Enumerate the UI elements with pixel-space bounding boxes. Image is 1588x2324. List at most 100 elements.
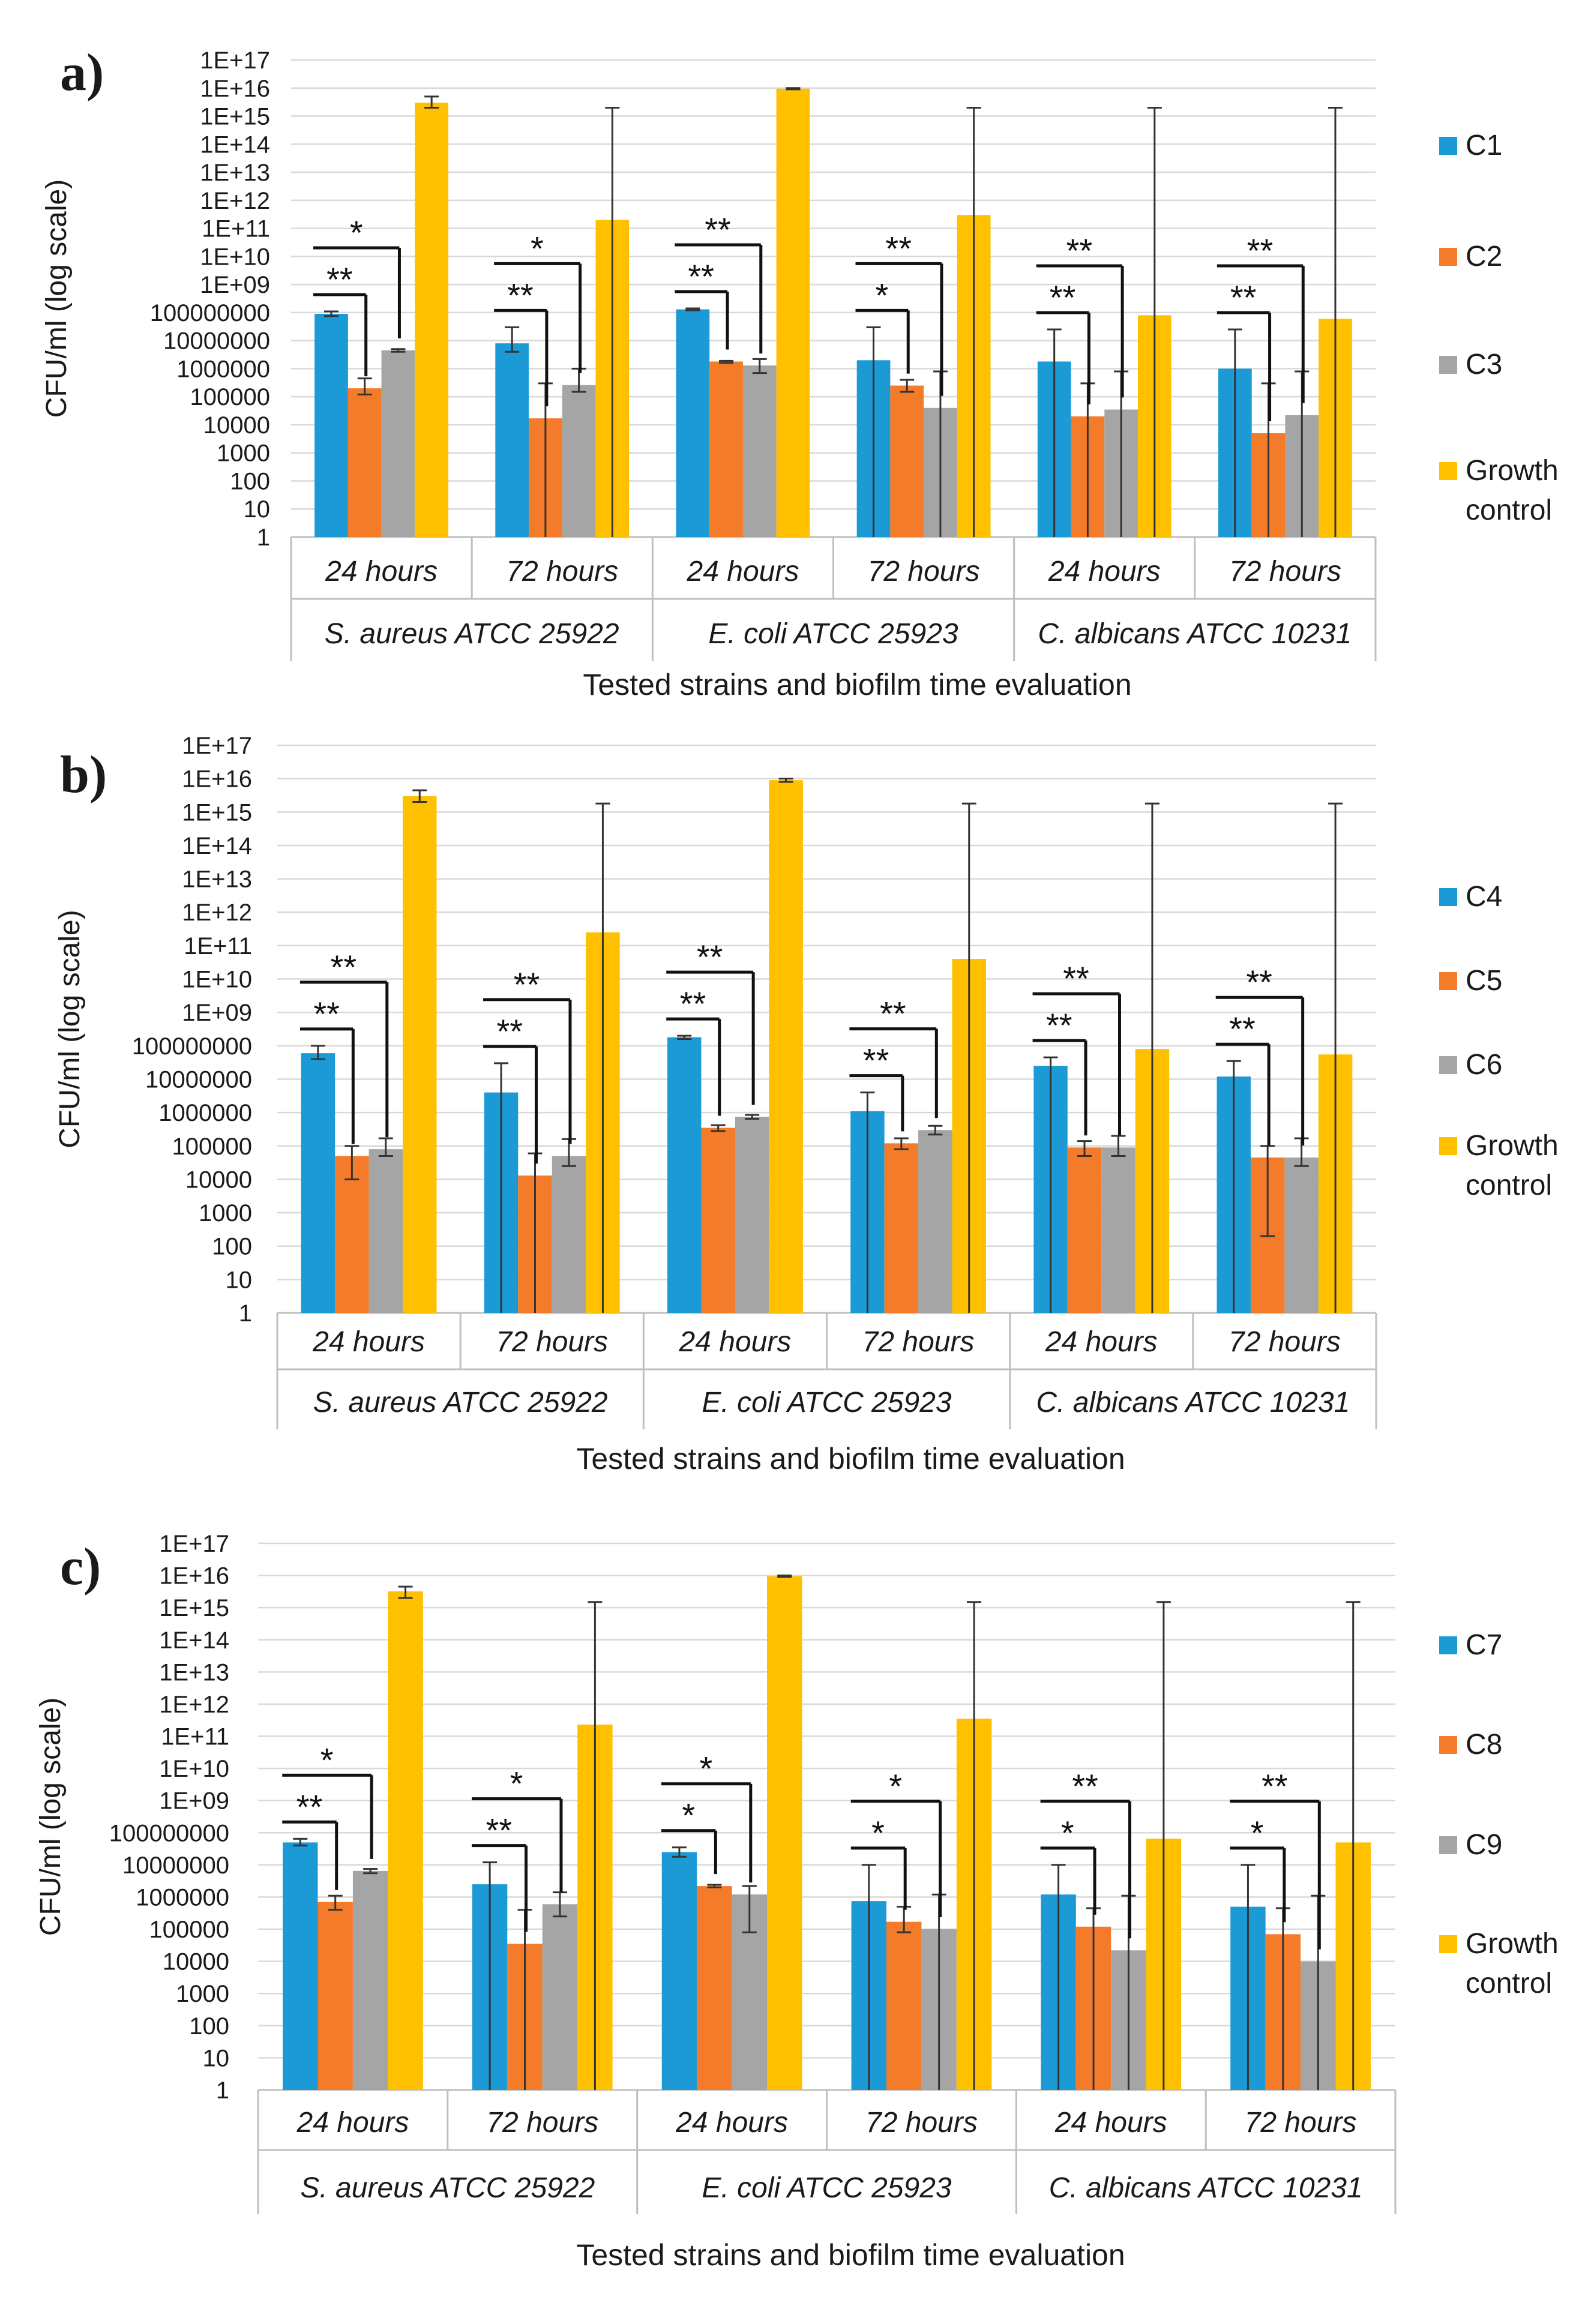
y-tick-label: 1E+10: [182, 967, 252, 993]
legend-label: C2: [1466, 241, 1502, 272]
bar-c8: [317, 1902, 353, 2090]
y-tick-label: 1E+15: [159, 1595, 229, 1621]
significance-label: **: [1246, 963, 1272, 1001]
legend-label: Growth: [1466, 1130, 1559, 1162]
legend-label: C9: [1466, 1829, 1502, 1861]
time-label: 24 hours: [679, 1326, 792, 1358]
y-tick-label: 1E+13: [159, 1659, 229, 1686]
bar-c5: [335, 1156, 369, 1313]
strain-label: E. coli ATCC 25923: [702, 1387, 951, 1419]
significance-label: **: [486, 1812, 513, 1849]
y-tick-label: 1E+09: [200, 272, 270, 298]
bar-c8: [697, 1886, 732, 2090]
strain-label: E. coli ATCC 25923: [708, 618, 958, 650]
time-label: 72 hours: [496, 1326, 608, 1358]
bar-c6: [368, 1149, 403, 1313]
y-tick-label: 1000000: [158, 1100, 252, 1126]
y-tick-label: 100: [189, 2013, 229, 2040]
legend-swatch: [1439, 1636, 1457, 1654]
bar-c6: [1284, 1157, 1319, 1313]
y-axis-title: CFU/ml (log scale): [35, 1698, 67, 1936]
panel-letter: b): [60, 746, 107, 804]
bar-c9: [542, 1904, 578, 2090]
time-label: 24 hours: [675, 2107, 788, 2139]
y-tick-label: 100: [230, 468, 270, 494]
time-label: 72 hours: [506, 556, 618, 587]
bar-c1: [676, 309, 710, 537]
significance-label: **: [680, 985, 706, 1022]
y-tick-label: 1E+12: [159, 1692, 229, 1718]
significance-label: *: [875, 276, 888, 314]
bar-c2: [709, 361, 743, 537]
y-tick-label: 1E+11: [202, 216, 270, 242]
y-tick-label: 10000000: [145, 1066, 252, 1093]
chart-panel-3: c) 1 10 100 1000 10000 100000 1000000 10000000 10…: [35, 1531, 1559, 2272]
time-label: 24 hours: [296, 2107, 409, 2139]
legend-label: C8: [1466, 1729, 1502, 1761]
y-tick-label: 1E+14: [159, 1627, 229, 1654]
legend-swatch: [1439, 248, 1457, 266]
bar-growth: [403, 796, 437, 1313]
y-tick-label: 100000000: [132, 1033, 252, 1060]
legend-swatch: [1439, 1736, 1457, 1754]
bar-growth: [415, 103, 449, 537]
y-tick-label: 1000000: [176, 356, 270, 382]
y-tick-label: 1E+17: [200, 47, 270, 74]
significance-label: *: [871, 1814, 885, 1852]
panel-letter: a): [60, 44, 104, 102]
bar-c7: [661, 1852, 697, 2090]
significance-label: *: [889, 1767, 902, 1805]
y-tick-label: 1E+15: [182, 799, 252, 826]
bar-c6: [1101, 1147, 1135, 1313]
legend-swatch: [1439, 1137, 1457, 1155]
bar-c6: [735, 1117, 769, 1313]
y-tick-label: 1E+13: [200, 160, 270, 186]
significance-label: **: [1262, 1767, 1288, 1805]
significance-label: **: [1046, 1006, 1072, 1044]
y-tick-label: 10: [226, 1267, 253, 1293]
y-tick-label: 100: [212, 1234, 252, 1260]
significance-label: **: [496, 1012, 523, 1050]
chart-panel-1: a) 11010010001000010000010000001000000010…: [41, 44, 1559, 701]
bar-c3: [742, 365, 777, 537]
legend-label: C6: [1466, 1049, 1502, 1081]
y-tick-label: 1000: [217, 440, 270, 467]
y-tick-label: 1E+16: [159, 1563, 229, 1590]
time-label: 24 hours: [1048, 556, 1161, 587]
x-axis-title: Tested strains and biofilm time evaluati…: [576, 2238, 1125, 2272]
y-tick-label: 100000000: [150, 300, 270, 326]
y-tick-label: 1E+17: [159, 1531, 229, 1557]
significance-label: **: [1072, 1767, 1098, 1805]
y-tick-label: 10000000: [122, 1852, 229, 1879]
time-label: 72 hours: [865, 2107, 978, 2139]
y-tick-label: 1000: [176, 1981, 229, 2007]
bar-growth: [388, 1591, 423, 2090]
bar-c6: [918, 1130, 952, 1313]
panel-letter: c): [60, 1538, 101, 1596]
legend-label: C3: [1466, 349, 1502, 380]
legend-label: control: [1466, 1968, 1552, 1999]
significance-label: **: [688, 257, 714, 295]
bar-c4: [301, 1053, 335, 1313]
time-label: 24 hours: [1054, 2107, 1167, 2139]
significance-label: **: [1230, 278, 1257, 316]
time-label: 72 hours: [1229, 1326, 1341, 1358]
y-tick-label: 100000: [172, 1133, 252, 1160]
y-tick-label: 1: [257, 524, 270, 551]
significance-label: **: [1066, 232, 1093, 269]
y-tick-label: 1000000: [136, 1884, 229, 1911]
significance-label: **: [1050, 278, 1076, 316]
bar-growth: [769, 780, 803, 1313]
time-label: 24 hours: [312, 1326, 425, 1358]
y-tick-label: 100000: [190, 384, 270, 410]
time-label: 24 hours: [1045, 1326, 1158, 1358]
y-tick-label: 1E+12: [182, 899, 252, 926]
significance-label: **: [514, 965, 540, 1003]
y-axis-title: CFU/ml (log scale): [54, 910, 86, 1148]
bar-c5: [884, 1143, 919, 1313]
x-axis-title: Tested strains and biofilm time evaluati…: [583, 668, 1131, 701]
chart-panel-2: b) 1 10 100 1000 10000 100000 1000000 10000000 10…: [54, 733, 1559, 1476]
y-tick-label: 1E+16: [182, 766, 252, 793]
y-tick-label: 1E+16: [200, 76, 270, 102]
significance-label: **: [880, 995, 906, 1033]
